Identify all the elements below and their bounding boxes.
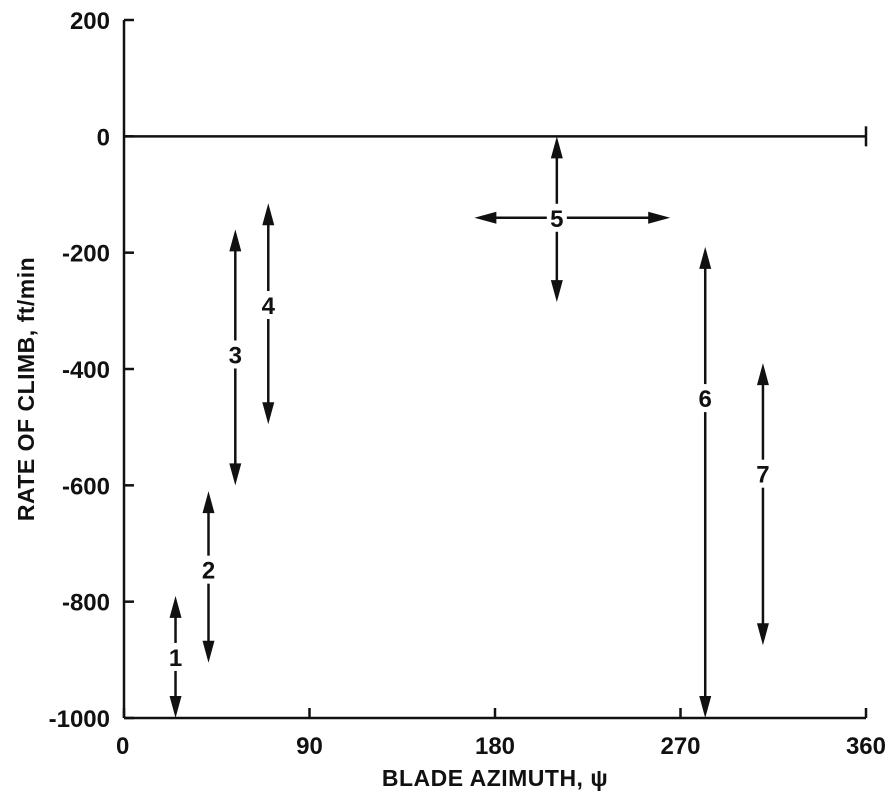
arrow-head-up <box>262 203 275 226</box>
region-1: 1 <box>165 595 186 718</box>
region-5: 5 <box>474 136 671 303</box>
x-tick-label: 0 <box>116 733 129 760</box>
arrow-head-down <box>202 640 215 663</box>
y-tick-label: 200 <box>70 8 110 35</box>
region-label-backdrop <box>198 555 219 584</box>
arrow-head-up <box>550 136 563 159</box>
y-tick-label: -1000 <box>49 706 110 733</box>
arrow-head-down <box>262 402 275 425</box>
region-label: 3 <box>229 342 242 369</box>
y-tick-label: -600 <box>62 473 110 500</box>
region-6: 6 <box>695 246 716 718</box>
region-7: 7 <box>752 363 773 646</box>
arrow-head-up <box>699 246 712 269</box>
arrow-head-down <box>169 696 182 718</box>
y-tick-label: -200 <box>62 241 110 268</box>
zero-reference <box>124 126 868 147</box>
region-label-backdrop <box>258 291 279 320</box>
arrow-head-down <box>229 463 242 486</box>
region-label: 7 <box>756 462 769 489</box>
region-label-backdrop <box>752 459 773 488</box>
region-label: 2 <box>202 558 215 585</box>
x-tick-label: 90 <box>296 733 323 760</box>
arrow-head-up <box>202 491 215 514</box>
y-tick-label: -400 <box>62 357 110 384</box>
arrow-head-down <box>550 280 563 303</box>
arrow-head-up <box>756 363 769 386</box>
region-label: 1 <box>169 645 182 672</box>
y-tick-label: -800 <box>62 590 110 617</box>
x-tick-label: 180 <box>475 733 515 760</box>
x-axis-label: BLADE AZIMUTH, ψ <box>382 765 608 791</box>
arrow-head-down <box>699 696 712 718</box>
region-label: 6 <box>699 386 712 413</box>
arrow-head-left <box>474 211 497 224</box>
regions: 1 2 34 5 6 7 <box>165 136 773 718</box>
axis-labels: BLADE AZIMUTH, ψ RATE OF CLIMB, ft/min <box>13 257 608 791</box>
x-tick-label: 270 <box>660 733 700 760</box>
region-label-backdrop <box>546 203 567 232</box>
x-tick-label: 360 <box>846 733 886 760</box>
arrow-head-right <box>648 211 671 224</box>
arrow-head-down <box>756 623 769 646</box>
region-label-backdrop <box>695 384 716 413</box>
arrow-head-up <box>169 595 182 618</box>
region-label-backdrop <box>225 340 246 369</box>
region-label-backdrop <box>165 642 186 671</box>
region-2: 2 <box>198 491 219 663</box>
y-tick-label: 0 <box>97 124 110 151</box>
region-3: 3 <box>225 229 246 486</box>
region-label: 5 <box>550 206 563 233</box>
region-label: 4 <box>262 293 276 320</box>
y-axis-label: RATE OF CLIMB, ft/min <box>13 257 39 521</box>
region-4: 4 <box>258 203 279 425</box>
arrow-head-up <box>229 229 242 252</box>
